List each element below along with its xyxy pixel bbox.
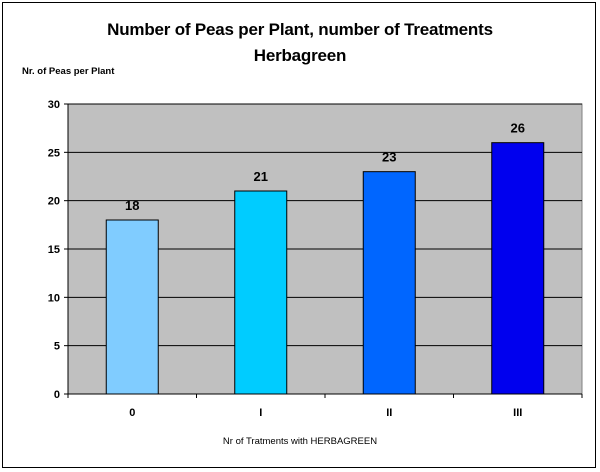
y-tick-label: 0 [54, 389, 60, 401]
data-label: 18 [125, 198, 139, 213]
x-tick-label: II [386, 407, 392, 419]
data-label: 21 [254, 169, 268, 184]
bar-0 [105, 219, 159, 395]
chart-title-line-2: Herbagreen [253, 46, 347, 65]
chart-title-line-1: Number of Peas per Plant, number of Trea… [107, 20, 493, 39]
y-tick-label: 30 [48, 99, 60, 111]
y-tick-label: 25 [48, 147, 60, 159]
x-tick-label: I [259, 407, 262, 419]
bar-III [491, 142, 545, 395]
y-axis-label: Nr. of Peas per Plant [22, 66, 115, 77]
y-tick-label: 10 [48, 292, 60, 304]
data-label: 23 [382, 150, 396, 165]
x-axis-label: Nr of Tratments with HERBAGREEN [222, 436, 378, 447]
x-tick-label: III [513, 407, 522, 419]
bar-II [362, 171, 416, 395]
bar-I [234, 190, 288, 395]
data-label: 26 [511, 121, 525, 136]
y-tick-label: 20 [48, 196, 60, 208]
y-tick-label: 15 [48, 244, 60, 256]
x-tick-label: 0 [129, 407, 135, 419]
y-tick-label: 5 [54, 341, 60, 353]
